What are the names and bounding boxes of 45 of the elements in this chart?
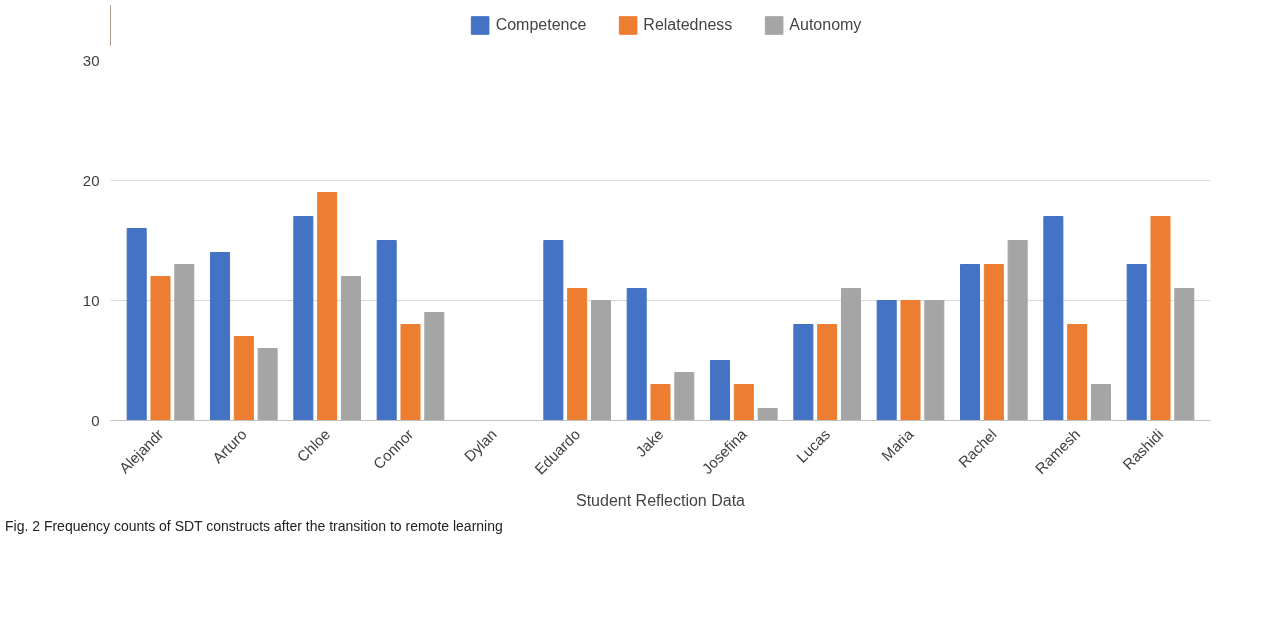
bar bbox=[817, 324, 838, 421]
bar bbox=[626, 288, 647, 421]
bar bbox=[1174, 288, 1195, 421]
bar bbox=[1043, 216, 1064, 421]
bar bbox=[340, 276, 361, 421]
legend-label: Autonomy bbox=[789, 16, 862, 34]
bar bbox=[400, 324, 421, 421]
legend-label: Relatedness bbox=[643, 16, 733, 34]
bar bbox=[1090, 384, 1111, 421]
bar bbox=[983, 264, 1004, 421]
bar bbox=[1126, 264, 1147, 421]
bar bbox=[876, 300, 897, 421]
bar bbox=[210, 252, 231, 421]
bar bbox=[733, 384, 754, 421]
bar bbox=[793, 324, 814, 421]
bar bbox=[424, 312, 445, 421]
bar bbox=[900, 300, 921, 421]
bar bbox=[757, 408, 778, 421]
x-axis-title: Student Reflection Data bbox=[576, 491, 746, 509]
bar bbox=[543, 240, 564, 421]
bar bbox=[150, 276, 171, 421]
y-tick-label: 10 bbox=[82, 291, 100, 309]
bar bbox=[840, 288, 861, 421]
y-tick-label: 0 bbox=[91, 411, 100, 429]
bar bbox=[1067, 324, 1088, 421]
bar bbox=[590, 300, 611, 421]
bar bbox=[710, 360, 731, 421]
y-tick-label: 30 bbox=[82, 51, 100, 69]
bar bbox=[960, 264, 981, 421]
bar bbox=[924, 300, 945, 421]
bar bbox=[376, 240, 397, 421]
legend-label: Competence bbox=[495, 16, 587, 34]
bar bbox=[174, 264, 195, 421]
y-tick-label: 20 bbox=[82, 171, 100, 189]
bar bbox=[650, 384, 671, 421]
caption: Fig. 2 Frequency counts of SDT constructs after the transition to remote learning bbox=[5, 517, 503, 536]
bar bbox=[1007, 240, 1028, 421]
bar bbox=[1150, 216, 1171, 421]
bar bbox=[257, 348, 278, 421]
bar bbox=[233, 336, 254, 421]
bar bbox=[126, 228, 147, 421]
bar bbox=[567, 288, 588, 421]
bar bbox=[293, 216, 314, 421]
bar bbox=[674, 372, 695, 421]
bar bbox=[317, 192, 338, 421]
